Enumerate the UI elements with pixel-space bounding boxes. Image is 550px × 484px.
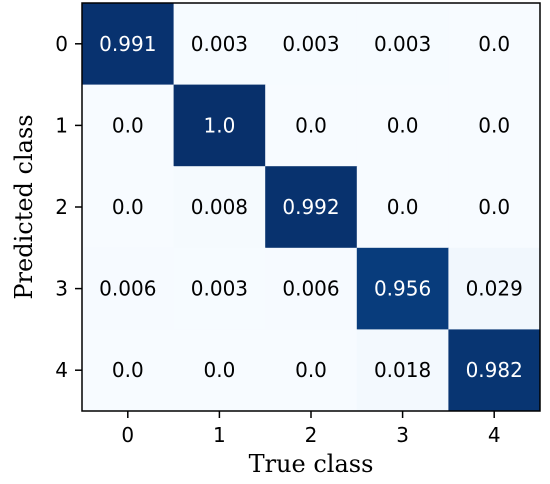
heatmap-cell xyxy=(173,84,266,167)
heatmap-cell xyxy=(265,84,358,167)
x-axis-label: True class xyxy=(249,450,374,478)
cell-value-label: 0.0 xyxy=(112,195,144,219)
heatmap-cell xyxy=(173,329,266,412)
heatmap-cell xyxy=(448,84,541,167)
x-tick-label: 1 xyxy=(213,423,226,447)
cell-value-label: 0.0 xyxy=(478,113,510,137)
x-tick-label: 3 xyxy=(396,423,409,447)
y-axis-ticks: 0 1 2 3 4 xyxy=(55,32,82,382)
cell-value-label: 0.0 xyxy=(112,358,144,382)
cell-value-label: 0.0 xyxy=(203,358,235,382)
cell-value-label: 0.006 xyxy=(99,277,156,301)
heatmap-cells: 0.991 0.003 0.003 0.003 0.0 0.0 1.0 0.0 0.0 0.0 0.… xyxy=(82,3,541,412)
heatmap-cell xyxy=(448,3,541,86)
y-axis-label: Predicted class xyxy=(10,114,38,299)
heatmap-cell xyxy=(265,3,358,86)
cell-value-label: 0.008 xyxy=(191,195,248,219)
cell-value-label: 0.0 xyxy=(112,113,144,137)
heatmap-cell xyxy=(448,247,541,330)
heatmap-cell xyxy=(173,166,266,249)
heatmap-cell xyxy=(356,166,449,249)
cell-value-label: 0.003 xyxy=(374,32,431,56)
cell-value-label: 0.956 xyxy=(374,277,431,301)
heatmap-cell xyxy=(82,3,175,86)
heatmap-cell xyxy=(265,247,358,330)
heatmap-cell xyxy=(82,84,175,167)
cell-value-label: 0.018 xyxy=(374,358,431,382)
heatmap-cell xyxy=(82,329,175,412)
cell-value-label: 0.029 xyxy=(466,277,523,301)
cell-value-label: 0.003 xyxy=(191,277,248,301)
x-tick-label: 2 xyxy=(305,423,318,447)
heatmap-cell xyxy=(82,247,175,330)
cell-value-label: 0.0 xyxy=(478,195,510,219)
heatmap-cell xyxy=(265,166,358,249)
heatmap-cell xyxy=(356,247,449,330)
heatmap-cell xyxy=(265,329,358,412)
heatmap-cell xyxy=(448,166,541,249)
y-tick-label: 4 xyxy=(55,358,68,382)
heatmap-cell xyxy=(173,247,266,330)
cell-value-label: 0.006 xyxy=(282,277,339,301)
heatmap-cell xyxy=(173,3,266,86)
cell-value-label: 0.003 xyxy=(282,32,339,56)
heatmap-cell xyxy=(448,329,541,412)
heatmap-cell xyxy=(356,84,449,167)
y-tick-label: 2 xyxy=(55,195,68,219)
y-tick-label: 3 xyxy=(55,277,68,301)
heatmap-cell xyxy=(82,166,175,249)
cell-value-label: 1.0 xyxy=(203,113,235,137)
x-tick-label: 0 xyxy=(121,423,134,447)
cell-value-label: 0.992 xyxy=(282,195,339,219)
cell-value-label: 0.0 xyxy=(295,113,327,137)
x-axis-ticks: 0 1 2 3 4 xyxy=(121,411,501,447)
cell-value-label: 0.0 xyxy=(387,113,419,137)
cell-value-label: 0.991 xyxy=(99,32,156,56)
cell-value-label: 0.003 xyxy=(191,32,248,56)
heatmap-cell xyxy=(356,3,449,86)
heatmap-cell xyxy=(356,329,449,412)
x-tick-label: 4 xyxy=(488,423,501,447)
cell-value-label: 0.982 xyxy=(466,358,523,382)
y-tick-label: 1 xyxy=(55,113,68,137)
cell-value-label: 0.0 xyxy=(478,32,510,56)
cell-value-label: 0.0 xyxy=(295,358,327,382)
cell-value-label: 0.0 xyxy=(387,195,419,219)
y-tick-label: 0 xyxy=(55,32,68,56)
